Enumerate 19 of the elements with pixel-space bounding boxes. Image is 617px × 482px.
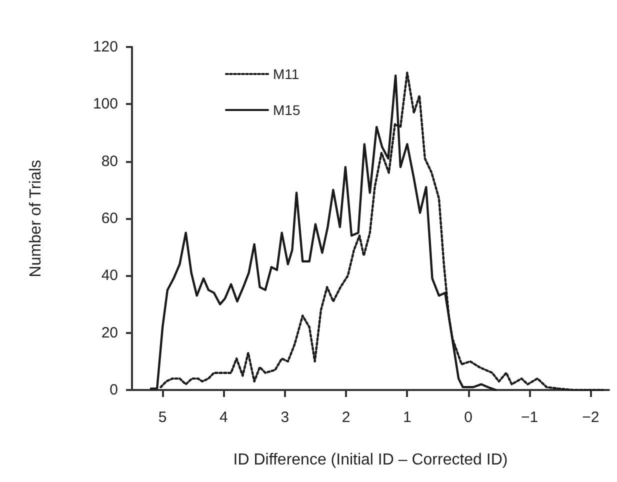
x-axis-title: ID Difference (Initial ID – Corrected ID): [233, 452, 508, 468]
y-tick-label: 120: [92, 38, 118, 56]
x-tick-label: −1: [520, 409, 538, 426]
x-tick-label: 2: [342, 409, 350, 426]
x-tick-label: 1: [403, 409, 412, 426]
x-tick-label: −2: [582, 409, 600, 426]
y-tick-label: 60: [101, 210, 118, 227]
x-tick-label: 5: [158, 409, 167, 426]
y-tick-label: 100: [92, 96, 118, 113]
y-tick-label: 0: [110, 382, 118, 398]
y-tick-label: 40: [101, 267, 118, 284]
x-tick-label: 4: [220, 409, 228, 426]
legend-label: M15: [273, 102, 300, 118]
y-tick-label: 20: [101, 324, 118, 342]
x-tick-label: 3: [280, 409, 290, 426]
y-axis-title: Number of Trials: [28, 160, 44, 278]
y-tick-label: 80: [101, 152, 118, 170]
legend-label: M11: [273, 66, 300, 82]
x-tick-label: 0: [464, 409, 473, 426]
